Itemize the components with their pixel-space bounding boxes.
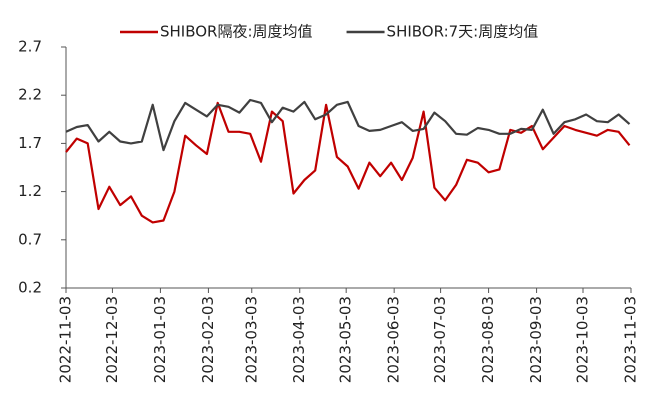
series-line <box>65 98 631 152</box>
series-line <box>65 101 631 224</box>
y-tick-label: 1.2 <box>18 182 42 200</box>
x-tick-label: 2022-11-03 <box>57 296 75 383</box>
x-tick-label: 2023-05-03 <box>337 296 355 383</box>
y-tick-label: 0.7 <box>18 230 42 248</box>
y-tick-label: 2.2 <box>18 86 42 104</box>
legend-label: SHIBOR隔夜:周度均值 <box>160 23 313 41</box>
x-tick-label: 2023-09-03 <box>527 296 545 383</box>
y-tick-label: 2.7 <box>18 38 42 56</box>
x-tick-label: 2023-03-03 <box>242 296 260 383</box>
x-tick-label: 2023-11-03 <box>622 296 640 383</box>
x-tick-label: 2023-07-03 <box>431 296 449 383</box>
y-tick-label: 1.7 <box>18 134 42 152</box>
x-tick-label: 2023-04-03 <box>290 296 308 383</box>
x-tick-label: 2023-06-03 <box>385 296 403 383</box>
x-tick-label: 2023-01-03 <box>151 296 169 383</box>
x-tick-label: 2023-02-03 <box>199 296 217 383</box>
legend-label: SHIBOR:7天:周度均值 <box>387 23 539 41</box>
y-tick-label: 0.2 <box>18 279 42 297</box>
x-tick-label: 2023-08-03 <box>479 296 497 383</box>
x-tick-label: 2023-10-03 <box>574 296 592 383</box>
x-tick-label: 2022-12-03 <box>103 296 121 383</box>
